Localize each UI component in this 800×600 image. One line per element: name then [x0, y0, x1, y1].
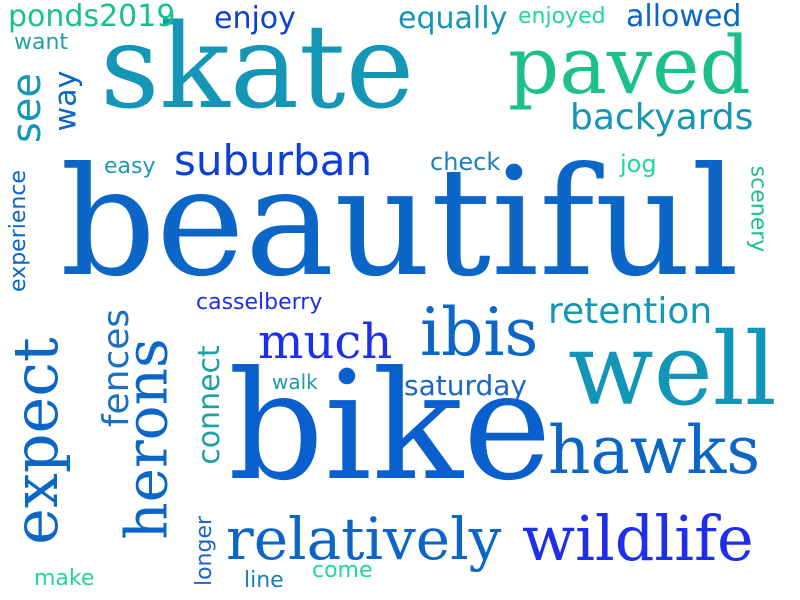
word-longer: longer	[192, 515, 218, 587]
word-walk: walk	[272, 370, 318, 394]
word-want: want	[14, 30, 69, 55]
word-make: make	[34, 566, 95, 591]
word-wildlife: wildlife	[522, 502, 754, 575]
word-casselberry: casselberry	[196, 290, 323, 315]
word-experience: experience	[5, 170, 31, 292]
word-way: way	[48, 70, 84, 132]
word-come: come	[312, 558, 373, 583]
word-relatively: relatively	[226, 505, 502, 573]
word-expect: expect	[0, 337, 72, 545]
word-equally: equally	[398, 1, 508, 36]
word-well: well	[568, 311, 777, 428]
word-jog: jog	[620, 150, 657, 178]
word-paved: paved	[508, 19, 751, 112]
word-easy: easy	[104, 154, 156, 179]
word-allowed: allowed	[626, 0, 742, 34]
word-enjoyed: enjoyed	[518, 4, 606, 29]
word-saturday: saturday	[404, 369, 527, 402]
word-suburban: suburban	[174, 136, 373, 185]
word-much: much	[258, 314, 393, 370]
word-enjoy: enjoy	[214, 1, 296, 36]
word-retention: retention	[548, 291, 713, 332]
word-fences: fences	[96, 308, 138, 428]
word-line: line	[244, 568, 284, 593]
word-ibis: ibis	[420, 294, 539, 371]
word-connect: connect	[191, 345, 227, 465]
word-beautiful: beautiful	[60, 136, 740, 310]
word-hawks: hawks	[548, 412, 761, 489]
word-see: see	[4, 72, 51, 144]
word-backyards: backyards	[570, 97, 754, 138]
word-check: check	[430, 148, 501, 176]
word-ponds2019: ponds2019	[8, 0, 176, 34]
word-skate: skate	[100, 0, 415, 135]
word-bike: bike	[228, 340, 552, 514]
word-scenery: scenery	[745, 165, 771, 253]
